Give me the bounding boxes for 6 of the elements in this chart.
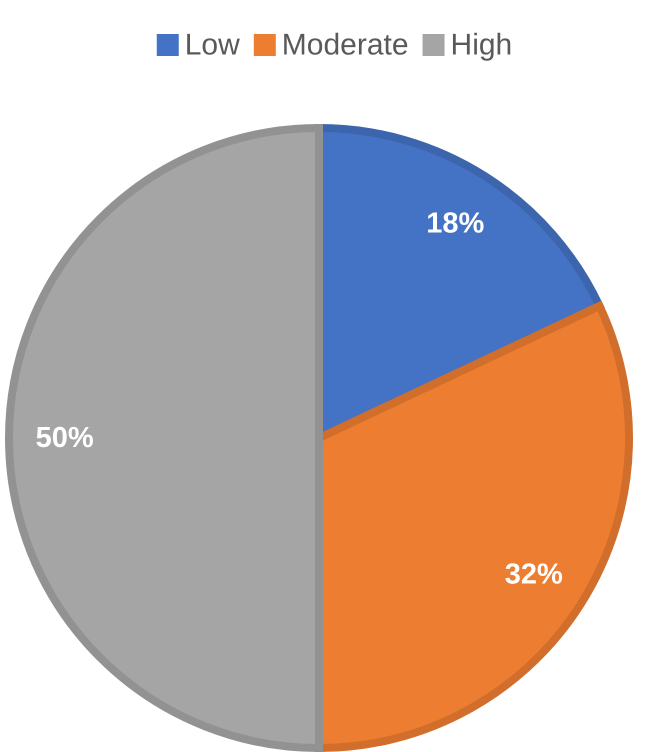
data-label: 18% bbox=[426, 207, 485, 240]
legend-label: Moderate bbox=[282, 28, 409, 62]
legend-label: Low bbox=[184, 28, 240, 62]
data-label: 32% bbox=[504, 558, 563, 590]
legend-label: High bbox=[450, 28, 512, 62]
data-label: 50% bbox=[36, 422, 94, 454]
